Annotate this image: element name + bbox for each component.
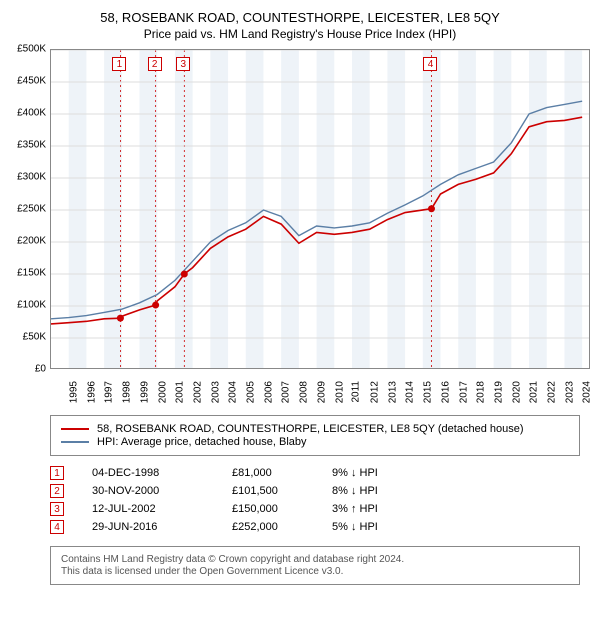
y-axis-label: £450K xyxy=(17,76,46,87)
y-axis-label: £200K xyxy=(17,236,46,247)
transaction-diff: 5% ↓ HPI xyxy=(332,521,452,533)
legend-label: HPI: Average price, detached house, Blab… xyxy=(97,436,307,448)
x-axis-label: 2002 xyxy=(192,381,203,403)
y-axis-label: £300K xyxy=(17,172,46,183)
x-axis-label: 2007 xyxy=(281,381,292,403)
y-axis-label: £50K xyxy=(23,332,46,343)
y-axis-label: £500K xyxy=(17,44,46,55)
x-axis-label: 2008 xyxy=(298,381,309,403)
transaction-row: 3 12-JUL-2002£150,0003% ↑ HPI xyxy=(50,502,580,516)
y-axis-label: £0 xyxy=(35,364,46,375)
x-axis-label: 2012 xyxy=(369,381,380,403)
x-axis-label: 2011 xyxy=(351,381,362,403)
chart-container: £0 £50K £100K £150K £200K £250K £300K £350K £400… xyxy=(8,49,592,409)
y-axis-label: £100K xyxy=(17,300,46,311)
y-axis-label: £250K xyxy=(17,204,46,215)
legend-label: 58, ROSEBANK ROAD, COUNTESTHORPE, LEICES… xyxy=(97,423,524,435)
legend-row: HPI: Average price, detached house, Blab… xyxy=(61,436,569,448)
transaction-marker: 2 xyxy=(148,57,162,71)
transaction-date: 29-JUN-2016 xyxy=(92,521,232,533)
x-axis-label: 2024 xyxy=(582,381,593,403)
transaction-diff: 3% ↑ HPI xyxy=(332,503,452,515)
x-axis-label: 2006 xyxy=(263,381,274,403)
x-axis-label: 2009 xyxy=(316,381,327,403)
attribution-footer: Contains HM Land Registry data © Crown c… xyxy=(50,546,580,585)
x-axis-label: 2010 xyxy=(334,381,345,403)
page-title: 58, ROSEBANK ROAD, COUNTESTHORPE, LEICES… xyxy=(8,10,592,25)
footer-line: Contains HM Land Registry data © Crown c… xyxy=(61,554,569,565)
x-axis-label: 2023 xyxy=(564,381,575,403)
x-axis-label: 2001 xyxy=(174,381,185,403)
transaction-price: £101,500 xyxy=(232,485,332,497)
transaction-date: 12-JUL-2002 xyxy=(92,503,232,515)
x-axis-label: 2014 xyxy=(405,381,416,403)
transaction-price: £81,000 xyxy=(232,467,332,479)
transaction-number: 3 xyxy=(50,502,64,516)
x-axis-label: 2017 xyxy=(458,381,469,403)
x-axis-label: 1995 xyxy=(68,381,79,403)
x-axis-label: 2000 xyxy=(157,381,168,403)
transaction-marker: 1 xyxy=(112,57,126,71)
x-axis-label: 1997 xyxy=(104,381,115,403)
transaction-price: £252,000 xyxy=(232,521,332,533)
page-subtitle: Price paid vs. HM Land Registry's House … xyxy=(8,27,592,41)
legend-box: 58, ROSEBANK ROAD, COUNTESTHORPE, LEICES… xyxy=(50,415,580,456)
transaction-date: 30-NOV-2000 xyxy=(92,485,232,497)
legend-row: 58, ROSEBANK ROAD, COUNTESTHORPE, LEICES… xyxy=(61,423,569,435)
x-axis-label: 2016 xyxy=(440,381,451,403)
x-axis-label: 2018 xyxy=(475,381,486,403)
legend-swatch xyxy=(61,428,89,430)
transaction-row: 4 29-JUN-2016£252,0005% ↓ HPI xyxy=(50,520,580,534)
x-axis-label: 2022 xyxy=(546,381,557,403)
y-axis-label: £150K xyxy=(17,268,46,279)
transaction-marker: 4 xyxy=(423,57,437,71)
transaction-row: 1 04-DEC-1998£81,0009% ↓ HPI xyxy=(50,466,580,480)
x-axis-label: 2013 xyxy=(387,381,398,403)
transaction-number: 1 xyxy=(50,466,64,480)
footer-line: This data is licensed under the Open Gov… xyxy=(61,566,569,577)
transaction-number: 2 xyxy=(50,484,64,498)
x-axis-label: 2021 xyxy=(529,381,540,403)
transaction-date: 04-DEC-1998 xyxy=(92,467,232,479)
x-axis-label: 1996 xyxy=(86,381,97,403)
transaction-price: £150,000 xyxy=(232,503,332,515)
transaction-diff: 9% ↓ HPI xyxy=(332,467,452,479)
transactions-table: 104-DEC-1998£81,0009% ↓ HPI230-NOV-2000£… xyxy=(50,466,580,534)
x-axis-label: 1998 xyxy=(121,381,132,403)
x-axis-label: 2003 xyxy=(210,381,221,403)
y-axis-label: £400K xyxy=(17,108,46,119)
x-axis-label: 1999 xyxy=(139,381,150,403)
transaction-marker: 3 xyxy=(176,57,190,71)
x-axis-label: 2015 xyxy=(422,381,433,403)
transaction-row: 2 30-NOV-2000£101,5008% ↓ HPI xyxy=(50,484,580,498)
legend-swatch xyxy=(61,441,89,443)
x-axis-label: 2004 xyxy=(228,381,239,403)
transaction-number: 4 xyxy=(50,520,64,534)
y-axis-label: £350K xyxy=(17,140,46,151)
x-axis-label: 2005 xyxy=(245,381,256,403)
x-axis-label: 2019 xyxy=(493,381,504,403)
price-chart xyxy=(50,49,590,369)
transaction-diff: 8% ↓ HPI xyxy=(332,485,452,497)
x-axis-label: 2020 xyxy=(511,381,522,403)
